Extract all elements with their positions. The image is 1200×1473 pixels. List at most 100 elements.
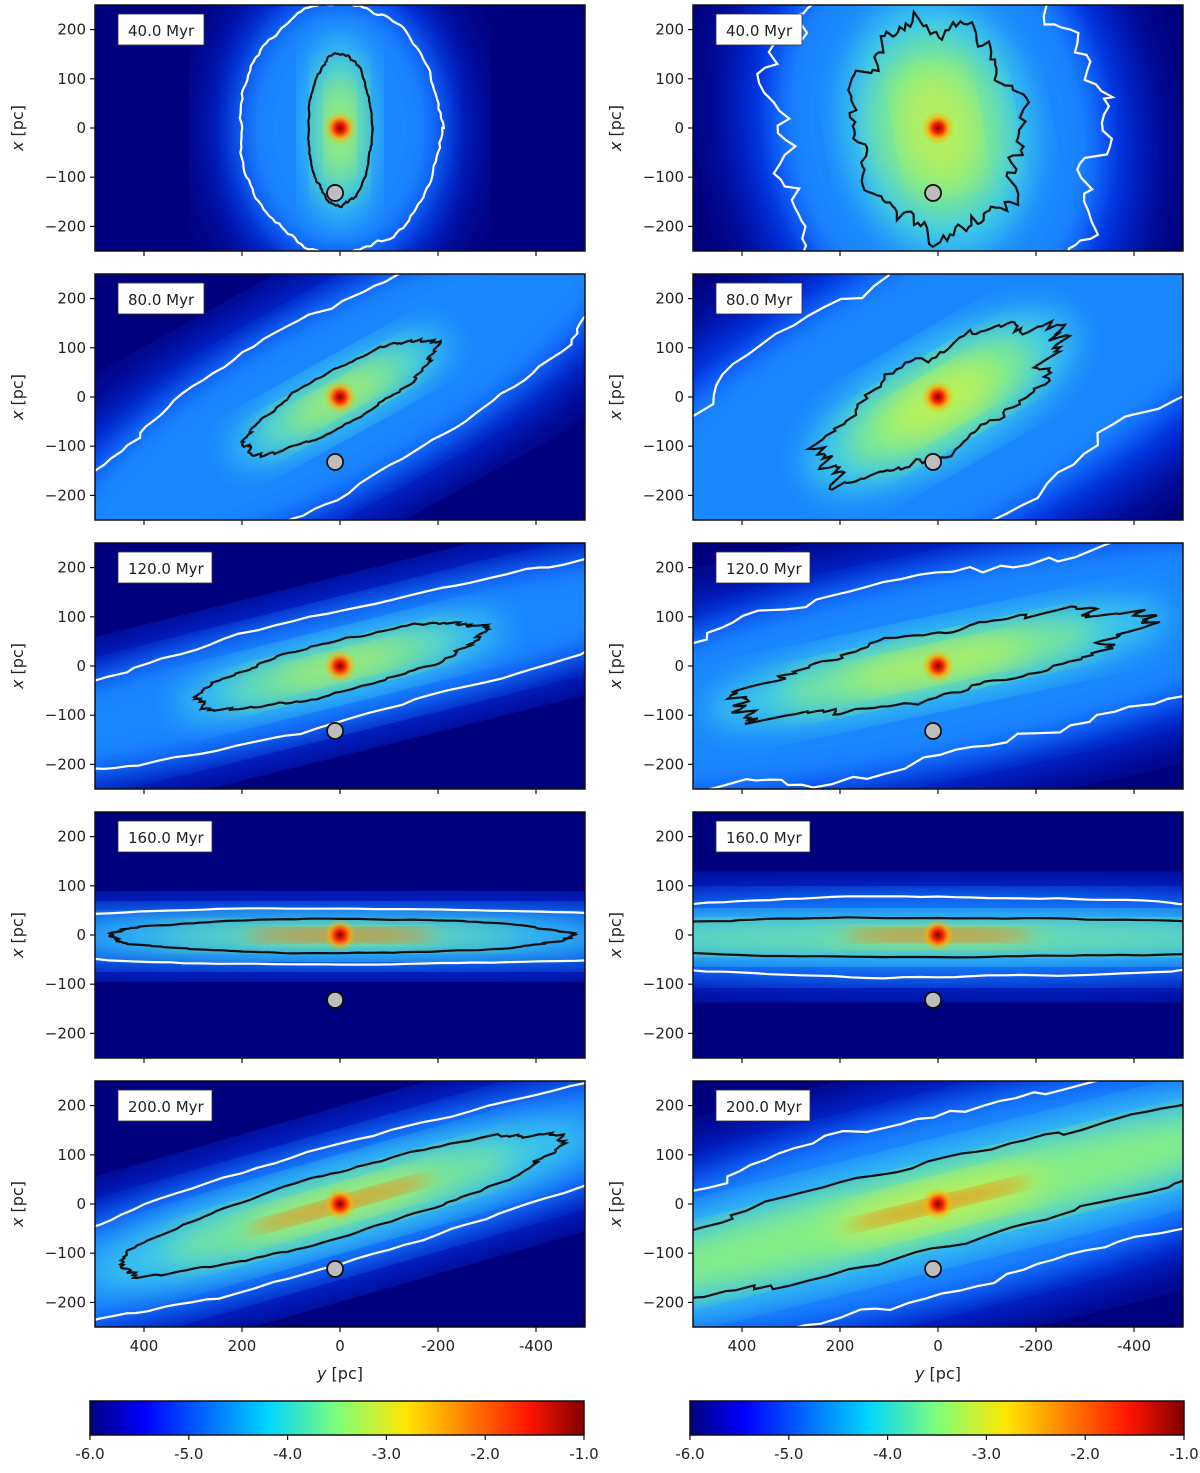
time-label-text: 80.0 Myr [128,291,195,309]
time-label-text: 160.0 Myr [726,829,803,847]
time-label-text: 80.0 Myr [726,291,793,309]
time-label-text: 120.0 Myr [726,560,803,578]
y-tick-label: −100 [643,975,684,993]
x-axis-label: y [pc] [316,1364,363,1383]
density-core [922,1188,954,1220]
x-tick-label: -200 [1019,1337,1053,1355]
colorbar-tick-label: -3.0 [972,1445,1001,1463]
marker-point [925,454,941,470]
colorbar-tick-label: -3.0 [372,1445,401,1463]
density-core [922,112,954,144]
y-tick-label: 0 [76,926,86,944]
marker-point [925,723,941,739]
y-tick-label: −100 [45,437,86,455]
y-axis-label: x [pc] [606,105,625,152]
y-tick-label: −200 [643,755,684,773]
time-label: 80.0 Myr [118,283,204,314]
y-tick-label: 100 [57,877,86,895]
x-axis-label: y [pc] [914,1364,961,1383]
y-tick-label: 0 [76,657,86,675]
marker-point [327,185,343,201]
marker-point [925,992,941,1008]
time-label: 120.0 Myr [118,552,212,583]
colorbar-tick-label: -2.0 [471,1445,500,1463]
y-tick-label: 100 [655,877,684,895]
density-core [922,919,954,951]
y-axis-label: x [pc] [8,643,27,690]
time-label: 40.0 Myr [118,14,204,45]
y-tick-label: −200 [643,1293,684,1311]
y-tick-label: 0 [76,119,86,137]
y-tick-label: −100 [45,975,86,993]
y-tick-label: 200 [655,1097,684,1115]
y-tick-label: 0 [76,1195,86,1213]
time-label-text: 160.0 Myr [128,829,205,847]
y-axis-label: x [pc] [8,374,27,421]
time-label: 160.0 Myr [716,821,810,852]
y-axis-label: x [pc] [606,1181,625,1228]
y-tick-label: −200 [643,1024,684,1042]
y-tick-label: 100 [655,70,684,88]
colorbar-tick-label: -5.0 [174,1445,203,1463]
colorbar-2: -6.0-5.0-4.0-3.0-2.0-1.0 [675,1401,1198,1463]
x-tick-label: -400 [1117,1337,1151,1355]
y-tick-label: 200 [655,559,684,577]
y-tick-label: 0 [674,119,684,137]
y-axis-label: x [pc] [8,912,27,959]
time-label: 120.0 Myr [716,552,810,583]
y-tick-label: 0 [674,926,684,944]
density-core [922,650,954,682]
x-tick-label: 400 [728,1337,757,1355]
y-tick-label: 100 [655,608,684,626]
y-tick-label: 200 [57,828,86,846]
y-tick-label: 200 [655,290,684,308]
time-label-text: 40.0 Myr [726,22,793,40]
y-tick-label: 100 [57,339,86,357]
y-tick-label: 200 [57,559,86,577]
y-tick-label: 0 [674,657,684,675]
y-tick-label: 200 [57,290,86,308]
x-tick-label: 200 [228,1337,257,1355]
y-tick-label: 200 [655,828,684,846]
time-label: 200.0 Myr [716,1090,810,1121]
y-tick-label: −100 [45,168,86,186]
density-core [324,650,356,682]
time-label-text: 200.0 Myr [128,1098,205,1116]
time-label: 80.0 Myr [716,283,802,314]
marker-point [327,1261,343,1277]
y-tick-label: −100 [643,706,684,724]
y-tick-label: −200 [45,1293,86,1311]
y-axis-label: x [pc] [606,374,625,421]
y-axis-label: x [pc] [8,105,27,152]
x-tick-label: 400 [130,1337,159,1355]
y-tick-label: 100 [655,1146,684,1164]
y-tick-label: −200 [45,486,86,504]
x-tick-label: -400 [519,1337,553,1355]
colorbar-tick-label: -4.0 [273,1445,302,1463]
colorbar-gradient [90,1401,584,1435]
y-tick-label: 100 [57,608,86,626]
colorbar-tick-label: -6.0 [675,1445,704,1463]
x-tick-label: 0 [335,1337,345,1355]
y-tick-label: 100 [57,1146,86,1164]
marker-point [327,992,343,1008]
colorbar-tick-label: -1.0 [1169,1445,1198,1463]
y-tick-label: −100 [45,1244,86,1262]
y-tick-label: 200 [655,21,684,39]
y-tick-label: −200 [45,755,86,773]
y-tick-label: −200 [643,486,684,504]
colorbar-tick-label: -1.0 [569,1445,598,1463]
y-tick-label: −100 [643,1244,684,1262]
time-label: 160.0 Myr [118,821,212,852]
y-tick-label: 0 [76,388,86,406]
marker-point [327,454,343,470]
y-tick-label: −100 [643,168,684,186]
colorbar-tick-label: -6.0 [75,1445,104,1463]
y-tick-label: −200 [643,217,684,235]
time-label-text: 200.0 Myr [726,1098,803,1116]
marker-point [925,1261,941,1277]
colorbar-1: -6.0 -5.0 -4.0 -3.0 -2.0 -1.0 [75,1401,598,1463]
